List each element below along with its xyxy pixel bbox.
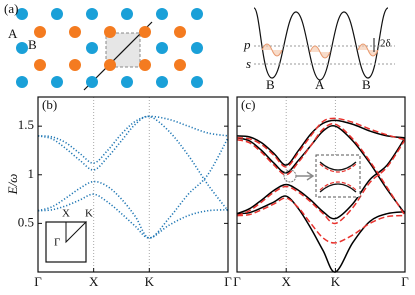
inset-label: K xyxy=(85,208,93,220)
x-tick-label: K xyxy=(331,274,341,289)
y-axis-label: E/ω xyxy=(5,174,20,196)
band-line xyxy=(236,139,406,225)
band-line xyxy=(37,137,229,239)
band-line xyxy=(37,193,229,239)
well-label: B xyxy=(362,77,371,92)
band-line xyxy=(37,115,229,212)
zoom-arrow xyxy=(296,171,315,181)
lattice: (a) A B xyxy=(4,1,203,91)
x-tick-label: Γ xyxy=(233,274,241,289)
x-tick-label: X xyxy=(282,274,292,289)
well-label: B xyxy=(266,77,275,92)
x-tick-label: Γ xyxy=(401,274,409,289)
band-line xyxy=(37,115,229,164)
inset-label: Γ xyxy=(54,237,60,249)
x-tick-label: X xyxy=(89,274,99,289)
potential: p s 2δ B A B xyxy=(243,7,395,92)
level-label: s xyxy=(246,56,251,71)
x-tick-label: K xyxy=(145,274,155,289)
y-tick-label: 1.5 xyxy=(18,117,34,132)
band-line xyxy=(236,117,406,168)
plot-frame xyxy=(37,96,229,273)
inset-zone xyxy=(65,221,88,244)
a-sites xyxy=(16,8,203,88)
b-sites xyxy=(34,26,186,71)
band-line xyxy=(236,119,406,166)
zoom-inset xyxy=(315,154,361,198)
site-label: A xyxy=(8,26,18,41)
y-tick-label: 0.5 xyxy=(18,214,34,229)
panel-label: (c) xyxy=(241,97,255,112)
zoom-curve xyxy=(319,161,357,193)
site-label: B xyxy=(28,37,37,52)
panel-label: (b) xyxy=(42,97,57,112)
band-line xyxy=(236,195,406,273)
level-label: p xyxy=(243,37,251,52)
well-label: A xyxy=(315,77,325,92)
band-line xyxy=(236,123,406,217)
x-tick-label: Γ xyxy=(224,274,232,289)
potential-curve xyxy=(253,7,389,81)
wavefunction xyxy=(261,43,379,59)
inset-label: X xyxy=(62,208,70,220)
band-line xyxy=(236,137,406,220)
splitting-label: 2δ xyxy=(380,38,391,50)
y-tick-label: 1 xyxy=(28,166,35,181)
plot-frame xyxy=(236,96,406,273)
zoom-curve xyxy=(319,163,357,191)
panel-label: (a) xyxy=(4,1,18,16)
x-tick-label: Γ xyxy=(34,274,42,289)
band-line xyxy=(236,197,406,244)
